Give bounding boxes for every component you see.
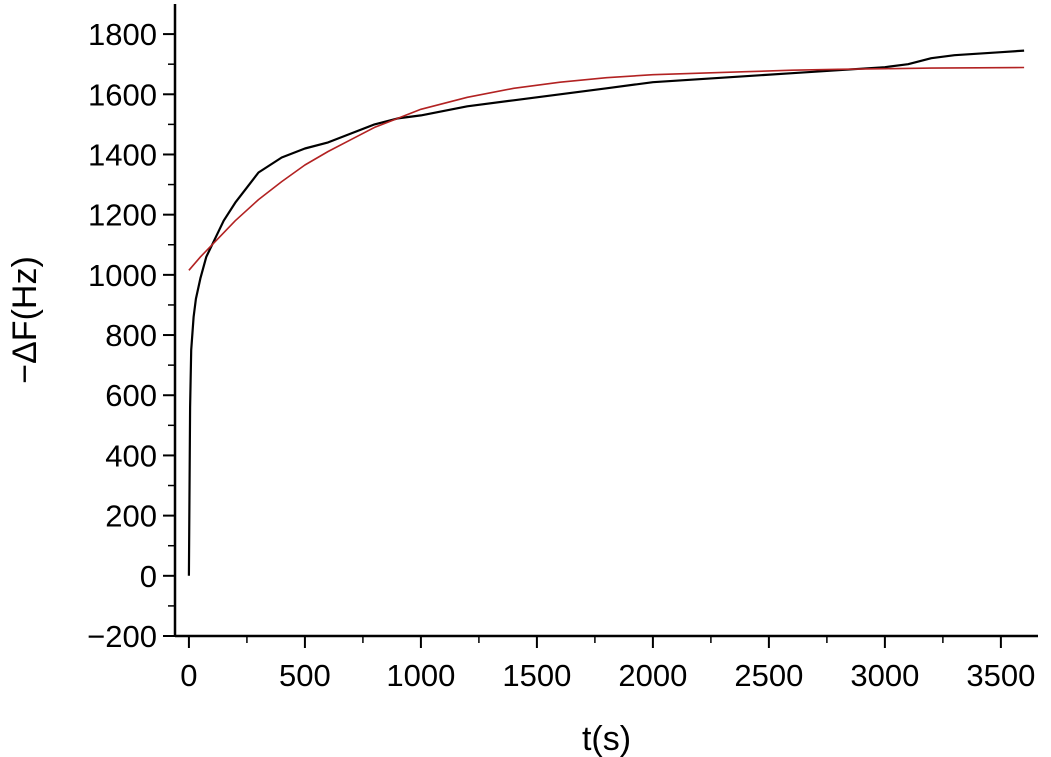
y-tick-label: 1600 (88, 77, 157, 112)
y-tick-label: −200 (87, 619, 157, 654)
x-tick-label: 1000 (386, 658, 455, 693)
series-layer (187, 49, 1025, 576)
y-axis-title: −ΔF(Hz) (6, 256, 44, 384)
x-tick-label: 1500 (502, 658, 571, 693)
y-tick-label: 800 (105, 318, 157, 353)
y-tick-label: 1800 (88, 17, 157, 52)
x-tick-label: 500 (279, 658, 331, 693)
x-tick-label: 3000 (850, 658, 919, 693)
x-axis-title: t(s) (582, 720, 631, 757)
y-tick-label: 1200 (88, 198, 157, 233)
measured-series-line (187, 49, 1025, 576)
fit-series-line (188, 66, 1025, 271)
y-tick-label: 400 (105, 438, 157, 473)
x-tick-label: 0 (180, 658, 197, 693)
x-axis-ticks: 0 500 1000 1500 2000 2500 3000 3500 (180, 636, 1035, 693)
y-tick-label: 0 (140, 559, 157, 594)
axes (173, 4, 1038, 638)
y-tick-label: 1400 (88, 137, 157, 172)
y-tick-label: 600 (105, 378, 157, 413)
x-tick-label: 2000 (618, 658, 687, 693)
y-tick-label: 200 (105, 499, 157, 534)
x-tick-label: 3500 (966, 658, 1035, 693)
y-tick-label: 1000 (88, 258, 157, 293)
y-axis-ticks: −200 0 200 400 600 800 1000 1200 1400 1600 1800 (87, 17, 175, 654)
x-tick-label: 2500 (734, 658, 803, 693)
